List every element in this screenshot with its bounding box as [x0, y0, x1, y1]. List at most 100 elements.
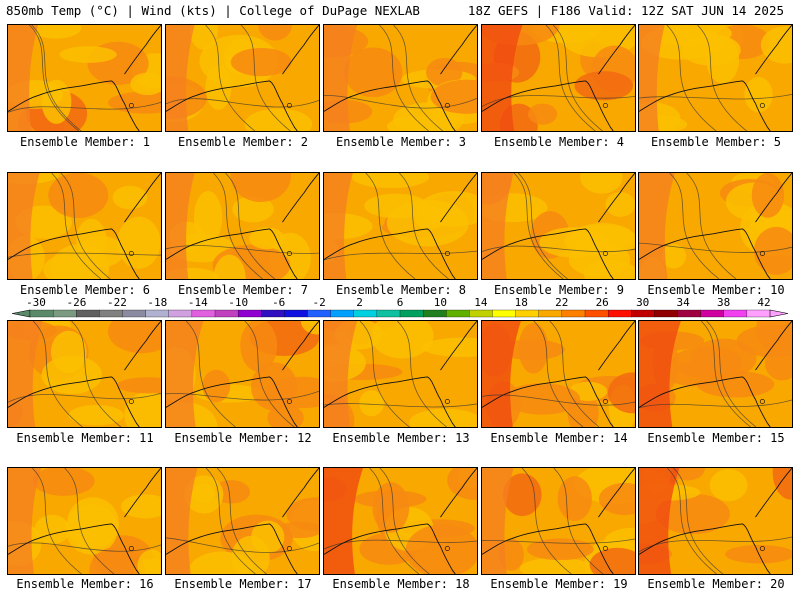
temperature-map [324, 321, 477, 427]
temperature-map [482, 173, 635, 279]
ensemble-panel [165, 24, 320, 132]
colorbar-swatch [422, 309, 447, 318]
ensemble-panel [323, 467, 478, 575]
ensemble-panel [7, 172, 162, 280]
colorbar-swatch [353, 309, 378, 318]
panel-label: Ensemble Member: 5 [650, 135, 782, 149]
colorbar-tick-label: 42 [757, 296, 770, 309]
ensemble-panel [7, 24, 162, 132]
panel-label: Ensemble Member: 18 [332, 577, 470, 591]
colorbar-swatch [469, 309, 493, 318]
colorbar-tick-label: 10 [434, 296, 447, 309]
colorbar-tick-label: 38 [717, 296, 730, 309]
panel-label: Ensemble Member: 17 [174, 577, 312, 591]
temperature-map [8, 173, 161, 279]
ensemble-panel [7, 467, 162, 575]
panel-label: Ensemble Member: 14 [490, 431, 628, 445]
colorbar-tick-label: -30 [26, 296, 46, 309]
panel-label: Ensemble Member: 3 [335, 135, 467, 149]
colorbar-tick-label: 2 [356, 296, 363, 309]
panel-label: Ensemble Member: 7 [177, 283, 309, 297]
ensemble-panel [481, 172, 636, 280]
colorbar-tick-label: 34 [676, 296, 690, 309]
ensemble-panel [165, 172, 320, 280]
ensemble-panel [323, 172, 478, 280]
temperature-map [324, 173, 477, 279]
chart-title: 850mb Temp (°C) | Wind (kts) | College o… [6, 3, 420, 18]
temperature-map [324, 468, 477, 574]
colorbar-swatch [654, 309, 678, 318]
ensemble-panel [638, 467, 793, 575]
colorbar-swatch [700, 309, 725, 318]
temperature-map [639, 173, 792, 279]
temperature-map [166, 321, 319, 427]
colorbar-swatch [399, 309, 424, 318]
ensemble-panel [165, 467, 320, 575]
panel-label: Ensemble Member: 1 [19, 135, 151, 149]
colorbar-tick-label: -10 [228, 296, 248, 309]
colorbar-swatch [677, 309, 702, 318]
colorbar-swatch [515, 309, 540, 318]
colorbar-tick-label: 26 [596, 296, 609, 309]
colorbar-tick-label: 6 [397, 296, 404, 309]
colorbar-swatch [561, 309, 586, 318]
panel-label: Ensemble Member: 11 [16, 431, 154, 445]
colorbar-swatch [746, 309, 771, 318]
colorbar-swatch [214, 309, 239, 318]
colorbar-swatch [284, 309, 308, 318]
temperature-map [482, 468, 635, 574]
ensemble-panel [7, 320, 162, 428]
colorbar-tick-label: 18 [515, 296, 528, 309]
valid-time: 18Z GEFS | F186 Valid: 12Z SAT JUN 14 20… [467, 3, 784, 18]
temperature-map [8, 25, 161, 131]
colorbar-swatch [191, 309, 216, 318]
temperature-map [482, 321, 635, 427]
temperature-map [166, 468, 319, 574]
temperature-colorbar: -30 -26 -22 -18 -14 -10 -6 -2 2 6 10 14 18 22 26 30 34 38… [11, 296, 789, 318]
colorbar-swatch [307, 309, 332, 318]
colorbar-arrow-right [769, 309, 789, 318]
temperature-map [639, 25, 792, 131]
panel-label: Ensemble Member: 2 [177, 135, 309, 149]
temperature-map [8, 321, 161, 427]
colorbar-tick-label: 14 [474, 296, 488, 309]
panel-label: Ensemble Member: 8 [335, 283, 467, 297]
ensemble-panel [323, 24, 478, 132]
panel-label: Ensemble Member: 6 [19, 283, 151, 297]
colorbar-tick-label: -14 [188, 296, 208, 309]
colorbar-swatch [330, 309, 355, 318]
colorbar-swatch [607, 309, 632, 318]
panel-label: Ensemble Member: 9 [493, 283, 625, 297]
ensemble-panel [481, 24, 636, 132]
ensemble-panel [638, 24, 793, 132]
panel-label: Ensemble Member: 13 [332, 431, 470, 445]
colorbar-swatch [237, 309, 262, 318]
ensemble-panel [638, 172, 793, 280]
colorbar-tick-label: -2 [312, 296, 325, 309]
colorbar-swatch [492, 309, 517, 318]
colorbar-swatch [76, 309, 100, 318]
colorbar-swatch [631, 309, 655, 318]
panel-label: Ensemble Member: 19 [490, 577, 628, 591]
panel-label: Ensemble Member: 20 [647, 577, 785, 591]
temperature-map [324, 25, 477, 131]
colorbar-swatch [584, 309, 609, 318]
temperature-map [166, 25, 319, 131]
colorbar-tick-label: 22 [555, 296, 568, 309]
colorbar-swatch [122, 309, 147, 318]
colorbar-swatch [446, 309, 470, 318]
ensemble-panel [481, 320, 636, 428]
temperature-map [639, 468, 792, 574]
colorbar-swatch [52, 309, 77, 318]
ensemble-panel [323, 320, 478, 428]
colorbar-tick-label: -26 [66, 296, 86, 309]
colorbar-tick-label: -6 [272, 296, 285, 309]
colorbar-swatch [29, 309, 54, 318]
colorbar-tick-label: -18 [147, 296, 167, 309]
colorbar-tick-label: -22 [107, 296, 127, 309]
panel-label: Ensemble Member: 12 [174, 431, 312, 445]
panel-label: Ensemble Member: 10 [647, 283, 785, 297]
colorbar-swatch [99, 309, 123, 318]
colorbar-swatch [376, 309, 401, 318]
temperature-map [8, 468, 161, 574]
